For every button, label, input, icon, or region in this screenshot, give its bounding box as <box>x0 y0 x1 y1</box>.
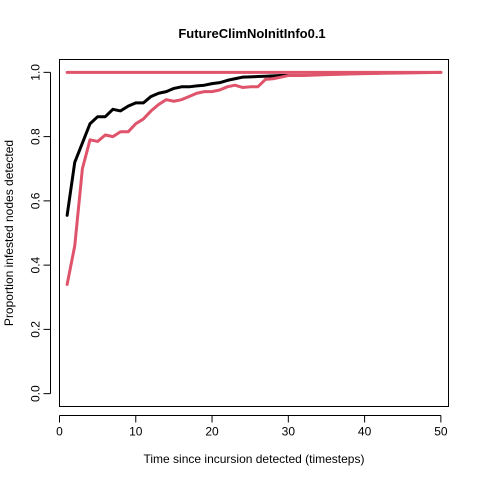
x-axis-label: Time since incursion detected (timesteps… <box>144 452 365 466</box>
y-tick-label: 0.2 <box>29 321 43 338</box>
series-line-2 <box>65 74 306 217</box>
series-layer <box>65 70 443 286</box>
y-tick-label: 1.0 <box>29 64 43 81</box>
y-tick-label: 0.0 <box>29 385 43 402</box>
plot-area-border <box>59 59 449 407</box>
x-tick-label: 30 <box>282 425 296 439</box>
x-tick-label: 0 <box>56 425 63 439</box>
y-axis-label: Proportion infested nodes detected <box>2 140 16 326</box>
y-axis: 0.0 0.2 0.4 0.6 0.8 1.0 <box>29 64 51 402</box>
x-tick-label: 10 <box>129 425 143 439</box>
x-tick-label: 50 <box>434 425 448 439</box>
series-line-3 <box>65 70 443 286</box>
x-tick-label: 40 <box>358 425 372 439</box>
y-tick-label: 0.4 <box>29 256 43 273</box>
chart-title: FutureClimNoInitInfo0.1 <box>178 26 325 41</box>
x-tick-label: 20 <box>205 425 219 439</box>
y-tick-label: 0.8 <box>29 128 43 145</box>
x-axis: 0 10 20 30 40 50 <box>56 415 448 439</box>
y-tick-label: 0.6 <box>29 192 43 209</box>
